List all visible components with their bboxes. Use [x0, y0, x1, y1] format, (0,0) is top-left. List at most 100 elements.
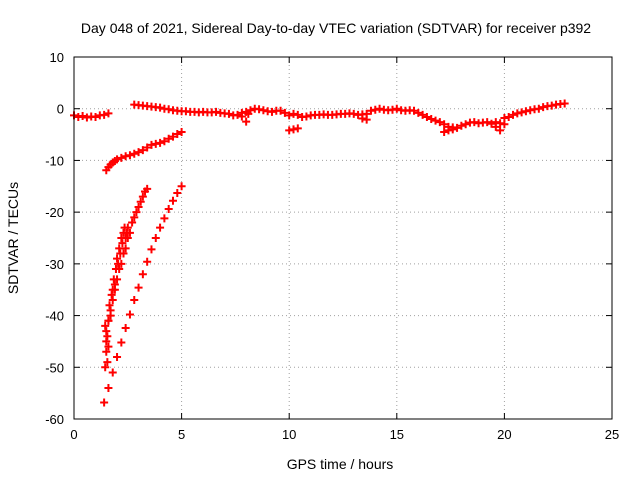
data-point [289, 125, 298, 134]
data-point [121, 152, 130, 161]
data-point [113, 275, 122, 284]
data-point [173, 130, 182, 139]
data-point [276, 106, 285, 115]
data-point [285, 111, 294, 120]
x-tick-label: 20 [497, 427, 511, 442]
data-point [101, 363, 110, 372]
data-point [108, 296, 117, 305]
axis-ticks: 0 5 10 15 20 25 -60 -50 -40 -30 -20 -10 0 10 [45, 50, 619, 442]
series-near-zero-track [70, 99, 569, 134]
data-point [164, 134, 173, 143]
series-steep-band [101, 184, 152, 372]
data-point [431, 116, 440, 125]
data-point [521, 107, 530, 116]
data-point [285, 126, 294, 135]
data-point [134, 202, 143, 211]
y-tick-label: -20 [45, 205, 64, 220]
data-point [539, 103, 548, 112]
data-point [102, 327, 111, 336]
data-point [440, 127, 449, 136]
data-point [483, 118, 492, 127]
data-point [160, 214, 169, 223]
data-point [237, 112, 246, 121]
data-point [82, 113, 91, 122]
data-point [130, 213, 139, 222]
data-point [104, 342, 113, 351]
data-point [156, 103, 165, 112]
data-point [74, 112, 83, 121]
data-point [110, 285, 119, 294]
data-point [496, 126, 505, 135]
data-point [123, 234, 132, 242]
plot-frame [73, 56, 613, 420]
data-point [151, 139, 160, 148]
data-point [500, 120, 509, 129]
data-point [470, 118, 479, 127]
data-point [113, 352, 122, 361]
data-point [440, 120, 449, 129]
data-points [70, 99, 569, 407]
data-point [102, 347, 111, 356]
data-point [371, 105, 380, 114]
data-point [513, 109, 522, 118]
data-point [267, 107, 276, 116]
chart-title: Day 048 of 2021, Sidereal Day-to-day VTE… [81, 20, 591, 36]
data-point [117, 259, 126, 268]
data-point [414, 108, 423, 117]
x-tick-label: 0 [70, 427, 77, 442]
data-point [156, 223, 165, 232]
data-point [534, 104, 543, 113]
data-point [427, 115, 436, 124]
data-point [517, 108, 526, 117]
data-point [509, 110, 518, 119]
data-point [366, 106, 375, 115]
data-point [487, 119, 496, 128]
data-point [125, 310, 134, 319]
data-point [349, 109, 358, 118]
data-point [457, 121, 466, 130]
data-point [242, 117, 251, 126]
data-point [496, 119, 505, 128]
data-point [435, 118, 444, 127]
series-lower-diagonal-line [100, 182, 186, 407]
data-point [362, 115, 371, 124]
data-point [491, 122, 500, 131]
data-point [547, 101, 556, 110]
data-point [138, 146, 147, 155]
data-point [418, 110, 427, 119]
data-point [125, 228, 134, 237]
data-point [160, 137, 169, 146]
data-point [132, 208, 141, 217]
y-tick-label: -40 [45, 309, 64, 324]
data-point [117, 153, 126, 162]
data-point [91, 112, 100, 121]
data-point [125, 151, 134, 160]
data-point [151, 234, 160, 242]
data-point [293, 110, 302, 119]
data-point [173, 189, 182, 198]
data-point [117, 338, 126, 347]
y-tick-label: 10 [50, 50, 64, 65]
data-point [156, 138, 165, 147]
x-tick-label: 25 [605, 427, 619, 442]
data-point [392, 104, 401, 113]
data-point [106, 306, 115, 315]
data-point [107, 290, 116, 299]
data-point [233, 110, 242, 119]
data-point [293, 124, 302, 133]
data-point [177, 182, 186, 191]
data-point [113, 155, 122, 164]
y-tick-label: 0 [57, 102, 64, 117]
x-tick-label: 10 [282, 427, 296, 442]
data-point [147, 140, 156, 149]
data-point [280, 108, 289, 117]
y-tick-label: -50 [45, 360, 64, 375]
x-axis-label: GPS time / hours [287, 456, 394, 472]
y-axis-label: SDTVAR / TECUs [5, 182, 21, 294]
data-point [78, 111, 87, 120]
data-point [168, 196, 177, 205]
data-point [504, 112, 513, 121]
data-point [104, 383, 113, 392]
data-point [138, 192, 147, 201]
data-point [105, 301, 114, 310]
